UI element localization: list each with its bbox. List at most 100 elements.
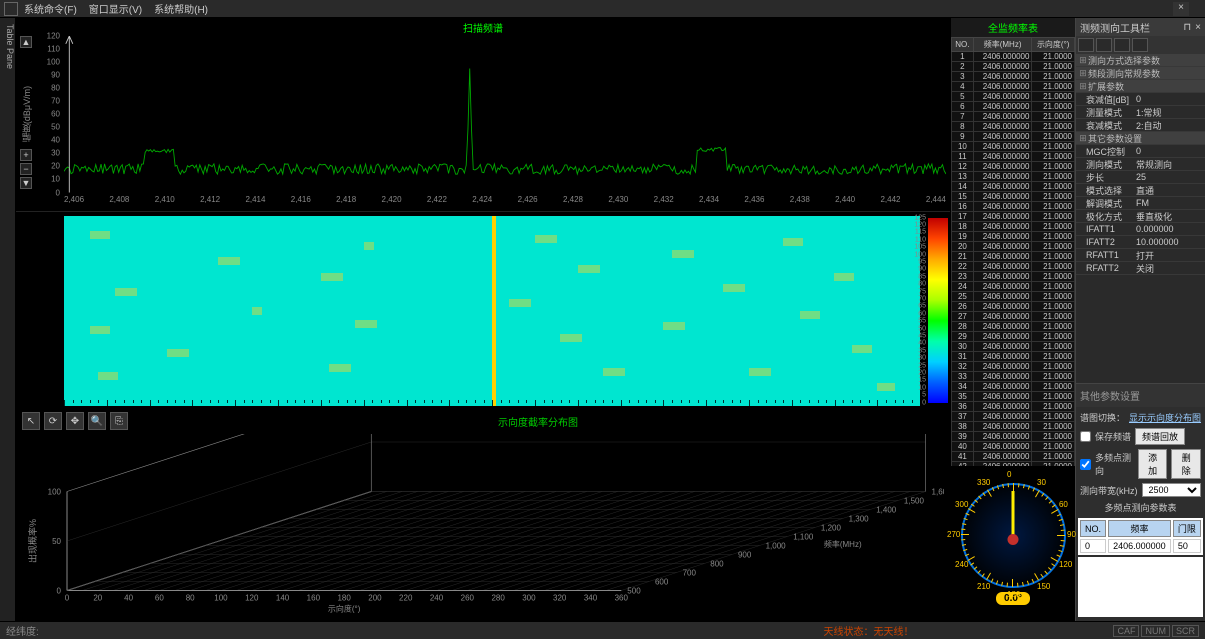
table-row[interactable]: 82406.00000021.0000: [952, 122, 1075, 132]
table-row[interactable]: 52406.00000021.0000: [952, 92, 1075, 102]
waterfall-plot[interactable]: [64, 216, 920, 406]
table-row[interactable]: 192406.00000021.0000: [952, 232, 1075, 242]
multifreq-checkbox[interactable]: [1080, 459, 1091, 470]
table-row[interactable]: 182406.00000021.0000: [952, 222, 1075, 232]
prop-row[interactable]: MGC控制0: [1076, 145, 1205, 158]
table-row[interactable]: 112406.00000021.0000: [952, 152, 1075, 162]
pin-icon[interactable]: ⊓: [1183, 22, 1191, 33]
svg-text:80: 80: [186, 594, 195, 603]
tool-move-icon[interactable]: ✥: [66, 412, 84, 430]
table-row[interactable]: 232406.00000021.0000: [952, 272, 1075, 282]
zoom-up-icon[interactable]: ▲: [20, 36, 32, 48]
table-row[interactable]: 72406.00000021.0000: [952, 112, 1075, 122]
prop-row[interactable]: 解调模式FM: [1076, 197, 1205, 210]
table-row[interactable]: 62406.00000021.0000: [952, 102, 1075, 112]
close-icon[interactable]: ×: [1173, 2, 1189, 16]
table-row[interactable]: 222406.00000021.0000: [952, 262, 1075, 272]
chart3d-plot[interactable]: 0204060801001201401601802002202402602803…: [22, 434, 944, 617]
table-row[interactable]: 292406.00000021.0000: [952, 332, 1075, 342]
prop-row[interactable]: 步长25: [1076, 171, 1205, 184]
prop-section[interactable]: ⊞其它参数设置: [1076, 132, 1205, 145]
table-row[interactable]: 122406.00000021.0000: [952, 162, 1075, 172]
prop-row[interactable]: IFATT10.000000: [1076, 223, 1205, 236]
table-row[interactable]: 212406.00000021.0000: [952, 252, 1075, 262]
tool-zoom-icon[interactable]: 🔍: [88, 412, 106, 430]
table-row[interactable]: 282406.00000021.0000: [952, 322, 1075, 332]
side-tab[interactable]: Table Pane: [0, 18, 16, 621]
other-params-label: 其他参数设置: [1076, 383, 1205, 407]
table-row[interactable]: 342406.00000021.0000: [952, 382, 1075, 392]
table-row[interactable]: 172406.00000021.0000: [952, 212, 1075, 222]
table-row[interactable]: 92406.00000021.0000: [952, 132, 1075, 142]
zoom-down-icon[interactable]: ▼: [20, 177, 32, 189]
table-row[interactable]: 372406.00000021.0000: [952, 412, 1075, 422]
table-row[interactable]: 12406.00000021.0000: [952, 52, 1075, 62]
table-row[interactable]: 392406.00000021.0000: [952, 432, 1075, 442]
table-row[interactable]: 352406.00000021.0000: [952, 392, 1075, 402]
table-row[interactable]: 32406.00000021.0000: [952, 72, 1075, 82]
table-row[interactable]: 142406.00000021.0000: [952, 182, 1075, 192]
table-row[interactable]: 162406.00000021.0000: [952, 202, 1075, 212]
table-row[interactable]: 412406.00000021.0000: [952, 452, 1075, 462]
prop-tool-3-icon[interactable]: [1114, 38, 1130, 52]
prop-section[interactable]: ⊞扩展参数: [1076, 80, 1205, 93]
freq-table[interactable]: NO.频率(MHz)示向度(°) 12406.00000021.00002240…: [951, 37, 1075, 466]
zoom-plus-icon[interactable]: +: [20, 149, 32, 161]
freq-table-title: 全监频率表: [951, 18, 1075, 37]
table-row[interactable]: 102406.00000021.0000: [952, 142, 1075, 152]
table-row[interactable]: 332406.00000021.0000: [952, 372, 1075, 382]
table-row[interactable]: 0 2406.000000 50: [1080, 539, 1201, 553]
table-row[interactable]: 362406.00000021.0000: [952, 402, 1075, 412]
ind-scr: SCR: [1172, 625, 1199, 637]
table-row[interactable]: 202406.00000021.0000: [952, 242, 1075, 252]
table-row[interactable]: 382406.00000021.0000: [952, 422, 1075, 432]
save-spec-checkbox[interactable]: [1080, 431, 1091, 442]
tool-copy-icon[interactable]: ⎘: [110, 412, 128, 430]
prop-close-icon[interactable]: ×: [1195, 22, 1201, 33]
prop-row[interactable]: 极化方式垂直极化: [1076, 210, 1205, 223]
table-row[interactable]: 132406.00000021.0000: [952, 172, 1075, 182]
add-button[interactable]: 添加: [1138, 449, 1168, 479]
prop-row[interactable]: 测向模式常规测向: [1076, 158, 1205, 171]
prop-tool-1-icon[interactable]: [1078, 38, 1094, 52]
colorbar: 1251201151101051009590858075706560555045…: [928, 218, 948, 403]
prop-tree[interactable]: ⊞测向方式选择参数⊞频段测向常规参数⊞扩展参数衰减值[dB]0测量模式1:常规衰…: [1076, 54, 1205, 383]
prop-tool-2-icon[interactable]: [1096, 38, 1112, 52]
del-button[interactable]: 删除: [1171, 449, 1201, 479]
switch-link[interactable]: 显示示向度分布图: [1129, 411, 1201, 424]
table-row[interactable]: 322406.00000021.0000: [952, 362, 1075, 372]
prop-row[interactable]: RFATT2关闭: [1076, 262, 1205, 275]
table-row[interactable]: 42406.00000021.0000: [952, 82, 1075, 92]
tool-rotate-icon[interactable]: ⟳: [44, 412, 62, 430]
prop-row[interactable]: 衰减模式2:自动: [1076, 119, 1205, 132]
tool-pointer-icon[interactable]: ↖: [22, 412, 40, 430]
svg-text:200: 200: [368, 594, 382, 603]
table-row[interactable]: 302406.00000021.0000: [952, 342, 1075, 352]
prop-section[interactable]: ⊞测向方式选择参数: [1076, 54, 1205, 67]
prop-row[interactable]: 衰减值[dB]0: [1076, 93, 1205, 106]
table-row[interactable]: 402406.00000021.0000: [952, 442, 1075, 452]
spectrum-plot[interactable]: [64, 36, 946, 193]
svg-text:700: 700: [683, 569, 697, 578]
svg-text:260: 260: [461, 594, 475, 603]
table-row[interactable]: 312406.00000021.0000: [952, 352, 1075, 362]
prop-row[interactable]: RFATT1打开: [1076, 249, 1205, 262]
table-row[interactable]: 252406.00000021.0000: [952, 292, 1075, 302]
table-row[interactable]: 242406.00000021.0000: [952, 282, 1075, 292]
table-row[interactable]: 272406.00000021.0000: [952, 312, 1075, 322]
multi-freq-table[interactable]: NO. 频率 门限 0 2406.000000 50: [1078, 518, 1203, 555]
table-row[interactable]: 262406.00000021.0000: [952, 302, 1075, 312]
prop-row[interactable]: IFATT210.000000: [1076, 236, 1205, 249]
bw-select[interactable]: 2500: [1142, 483, 1202, 497]
prop-row[interactable]: 测量模式1:常规: [1076, 106, 1205, 119]
prop-row[interactable]: 模式选择直通: [1076, 184, 1205, 197]
prop-section[interactable]: ⊞频段测向常规参数: [1076, 67, 1205, 80]
zoom-minus-icon[interactable]: −: [20, 163, 32, 175]
table-row[interactable]: 22406.00000021.0000: [952, 62, 1075, 72]
menu-system[interactable]: 系统命令(F): [24, 1, 77, 16]
prop-tool-4-icon[interactable]: [1132, 38, 1148, 52]
menu-window[interactable]: 窗口显示(V): [89, 1, 142, 16]
menu-help[interactable]: 系统帮助(H): [154, 1, 208, 16]
replay-button[interactable]: 频谱回放: [1135, 428, 1185, 445]
table-row[interactable]: 152406.00000021.0000: [952, 192, 1075, 202]
